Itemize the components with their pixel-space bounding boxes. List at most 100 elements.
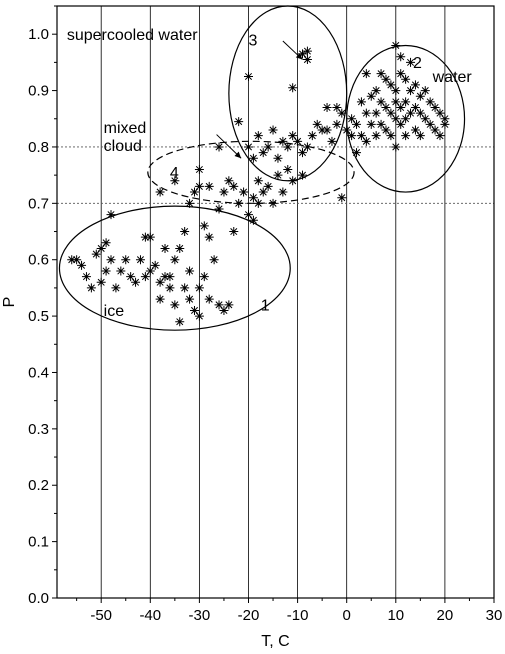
data-point	[121, 255, 131, 265]
data-point	[376, 97, 386, 107]
data-point	[96, 243, 106, 253]
data-point	[170, 176, 180, 186]
arrow-head	[295, 53, 303, 60]
data-point	[243, 210, 253, 220]
data-point	[160, 243, 170, 253]
data-point	[224, 176, 234, 186]
data-point	[165, 272, 175, 282]
annotation-label: 1	[261, 297, 270, 314]
data-point	[248, 153, 258, 163]
data-point	[194, 181, 204, 191]
data-point	[229, 227, 239, 237]
region-ellipse-4	[147, 140, 355, 204]
data-point	[322, 125, 332, 135]
data-point	[352, 119, 362, 129]
data-point	[361, 69, 371, 79]
data-point	[126, 272, 136, 282]
annotations: supercooled water water mixed cloud ice 1 2 3 4	[67, 27, 473, 320]
data-point	[175, 243, 185, 253]
data-point	[185, 266, 195, 276]
annotation-label: 3	[248, 32, 257, 49]
data-point	[366, 91, 376, 101]
data-point	[430, 125, 440, 135]
data-point	[194, 283, 204, 293]
annotation-line: cloud	[104, 138, 142, 155]
data-point	[209, 255, 219, 265]
data-point	[155, 187, 165, 197]
threshold-lines	[57, 146, 494, 204]
data-point	[347, 114, 357, 124]
data-point	[435, 108, 445, 118]
data-point	[386, 108, 396, 118]
data-point	[131, 277, 141, 287]
annotation-label: 2	[413, 55, 422, 72]
data-point	[401, 131, 411, 141]
data-point	[410, 80, 420, 90]
data-point	[170, 255, 180, 265]
data-point	[234, 198, 244, 208]
data-point	[406, 108, 416, 118]
data-point	[248, 193, 258, 203]
data-point	[317, 125, 327, 135]
arrow-head	[234, 151, 242, 159]
data-point	[371, 108, 381, 118]
y-axis: 0.0 0.1 0.2 0.3 0.4 0.5 0.6 0.7 0.8 0.9 1.0	[28, 5, 57, 607]
data-point	[337, 108, 347, 118]
annotation-label: ice	[104, 303, 125, 320]
x-tick-label: -30	[189, 607, 211, 624]
data-point	[140, 232, 150, 242]
data-point	[386, 80, 396, 90]
y-tick-label: 0.4	[28, 364, 49, 381]
data-point	[204, 294, 214, 304]
annotation-label: supercooled water	[67, 27, 198, 44]
data-point	[376, 69, 386, 79]
data-point	[440, 114, 450, 124]
data-point	[135, 255, 145, 265]
data-point	[410, 125, 420, 135]
data-point	[219, 305, 229, 315]
data-point	[396, 52, 406, 62]
data-point	[391, 114, 401, 124]
y-tick-label: 0.5	[28, 308, 49, 325]
data-point	[263, 181, 273, 191]
region-ellipse-1	[58, 205, 291, 331]
data-point	[243, 142, 253, 152]
data-point	[214, 204, 224, 214]
data-point	[155, 294, 165, 304]
data-point	[111, 283, 121, 293]
data-point	[81, 272, 91, 282]
x-tick-label: -20	[238, 607, 260, 624]
x-tick-label: -40	[139, 607, 161, 624]
data-point	[101, 238, 111, 248]
data-point	[165, 283, 175, 293]
data-point	[189, 187, 199, 197]
data-point	[425, 97, 435, 107]
region-ellipse-2	[346, 44, 466, 193]
data-point	[86, 283, 96, 293]
data-point	[371, 131, 381, 141]
data-point	[175, 317, 185, 327]
data-point	[410, 102, 420, 112]
data-point	[302, 46, 312, 56]
data-point	[278, 187, 288, 197]
data-point	[401, 97, 411, 107]
data-point	[361, 136, 371, 146]
data-point	[116, 266, 126, 276]
y-tick-label: 0.2	[28, 477, 49, 494]
data-point	[224, 300, 234, 310]
y-tick-label: 0.9	[28, 83, 49, 100]
data-point	[298, 148, 308, 158]
data-point	[430, 102, 440, 112]
data-point	[145, 232, 155, 242]
data-point	[356, 131, 366, 141]
data-point	[366, 119, 376, 129]
data-point	[263, 142, 273, 152]
data-point	[337, 193, 347, 203]
data-point	[425, 119, 435, 129]
data-point	[273, 170, 283, 180]
data-point	[298, 170, 308, 180]
data-point	[381, 74, 391, 84]
data-point	[204, 232, 214, 242]
data-point	[307, 131, 317, 141]
